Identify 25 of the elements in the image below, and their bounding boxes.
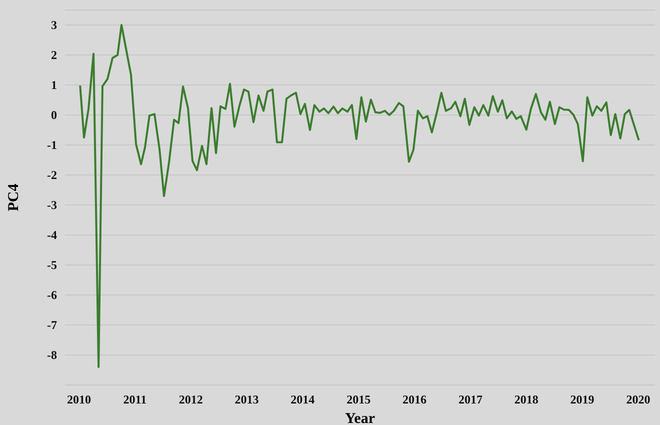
y-tick-label: -4 [47, 228, 57, 242]
x-axis-title: Year [345, 411, 376, 425]
x-tick-label: 2016 [402, 392, 427, 407]
x-tick-label: 2013 [234, 392, 259, 407]
y-tick-label: -8 [47, 348, 57, 362]
x-tick-label: 2011 [123, 392, 147, 407]
y-tick-label: 2 [51, 48, 57, 62]
x-tick-label: 2010 [66, 392, 91, 407]
y-tick-label: -1 [47, 138, 57, 152]
y-tick-label: 1 [51, 78, 57, 92]
y-tick-label: -2 [47, 168, 57, 182]
x-tick-label: 2017 [458, 392, 482, 407]
y-tick-label: -7 [47, 318, 57, 332]
x-tick-label: 2014 [290, 392, 315, 407]
y-axis-title: PC4 [6, 183, 22, 212]
x-tick-label: 2018 [514, 392, 538, 407]
y-tick-label: -6 [47, 288, 57, 302]
x-tick-label: 2015 [346, 392, 371, 407]
y-tick-label: 0 [51, 108, 57, 122]
y-tick-label: 3 [51, 18, 57, 32]
y-tick-label: -5 [47, 258, 57, 272]
x-tick-label: 2019 [570, 392, 594, 407]
x-tick-label: 2020 [626, 392, 650, 407]
y-tick-label: -3 [47, 198, 57, 212]
x-tick-label: 2012 [178, 392, 203, 407]
